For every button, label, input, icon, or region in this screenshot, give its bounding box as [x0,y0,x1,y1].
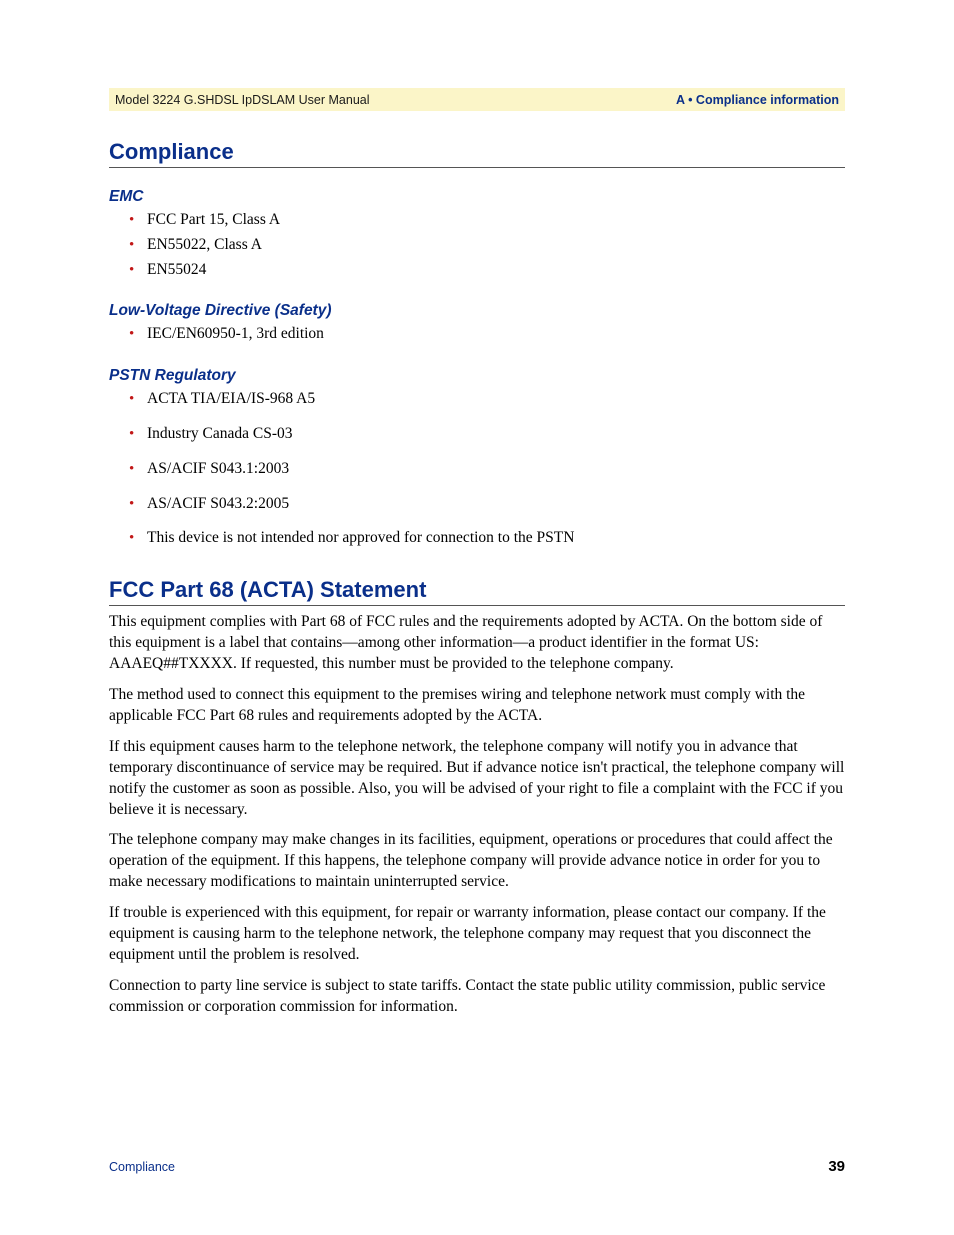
list-emc: FCC Part 15, Class A EN55022, Class A EN… [109,208,845,282]
subheading-pstn: PSTN Regulatory [109,367,845,385]
paragraph: If trouble is experienced with this equi… [109,903,845,966]
list-item: ACTA TIA/EIA/IS-968 A5 [147,387,845,412]
footer-page-number: 39 [828,1158,845,1175]
list-item: FCC Part 15, Class A [147,208,845,233]
subheading-emc: EMC [109,188,845,206]
header-section-label: A • Compliance information [676,93,839,107]
page-footer: Compliance 39 [109,1158,845,1175]
list-low-voltage: IEC/EN60950-1, 3rd edition [109,322,845,347]
list-item: AS/ACIF S043.2:2005 [147,492,845,517]
paragraph: If this equipment causes harm to the tel… [109,737,845,821]
list-item: This device is not intended nor approved… [147,526,845,551]
list-pstn: ACTA TIA/EIA/IS-968 A5 Industry Canada C… [109,387,845,551]
list-item: Industry Canada CS-03 [147,422,845,447]
page: Model 3224 G.SHDSL IpDSLAM User Manual A… [0,0,954,1235]
subheading-low-voltage: Low-Voltage Directive (Safety) [109,302,845,320]
header-doc-title: Model 3224 G.SHDSL IpDSLAM User Manual [115,93,370,107]
heading-compliance: Compliance [109,139,845,168]
paragraph: This equipment complies with Part 68 of … [109,612,845,675]
page-header: Model 3224 G.SHDSL IpDSLAM User Manual A… [109,88,845,111]
footer-section-label: Compliance [109,1160,175,1174]
list-item: EN55022, Class A [147,233,845,258]
list-item: IEC/EN60950-1, 3rd edition [147,322,845,347]
list-item: EN55024 [147,258,845,283]
paragraph: The method used to connect this equipmen… [109,685,845,727]
heading-fcc-part-68: FCC Part 68 (ACTA) Statement [109,577,845,606]
paragraph: The telephone company may make changes i… [109,830,845,893]
list-item: AS/ACIF S043.1:2003 [147,457,845,482]
paragraph: Connection to party line service is subj… [109,976,845,1018]
